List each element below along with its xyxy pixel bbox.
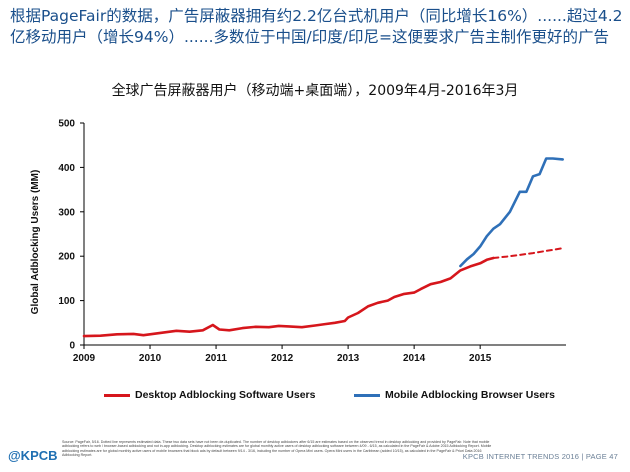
chart-series bbox=[82, 157, 565, 338]
legend-swatch-mobile bbox=[354, 393, 380, 397]
legend-label-mobile: Mobile Adblocking Browser Users bbox=[385, 389, 555, 401]
y-tick-label: 200 bbox=[58, 252, 75, 263]
series-line-mobile bbox=[459, 157, 565, 268]
y-tick-label: 500 bbox=[58, 119, 75, 130]
y-tick-label: 0 bbox=[69, 341, 75, 352]
chart-title: 全球广告屏蔽器用户（移动端+桌面端），2009年4月-2016年3月 bbox=[111, 83, 519, 99]
y-tick-label: 300 bbox=[58, 207, 75, 218]
page-footer: KPCB INTERNET TRENDS 2016 | PAGE 47 bbox=[462, 452, 618, 461]
x-tick-label: 2014 bbox=[403, 353, 426, 364]
x-tick-label: 2009 bbox=[73, 353, 96, 364]
series-line-desktop bbox=[82, 256, 495, 338]
kpcb-logo: @KPCB bbox=[8, 448, 58, 463]
y-tick-label: 400 bbox=[58, 163, 75, 174]
x-tick-label: 2013 bbox=[337, 353, 360, 364]
source-note: Source: PageFair, 5/16. Dotted line repr… bbox=[62, 440, 492, 457]
y-axis-label: Global Adblocking Users (MM) bbox=[30, 170, 41, 315]
legend-label-desktop: Desktop Adblocking Software Users bbox=[135, 389, 316, 401]
x-tick-label: 2010 bbox=[139, 353, 162, 364]
legend-item-desktop: Desktop Adblocking Software Users bbox=[104, 389, 315, 401]
y-tick-label: 100 bbox=[58, 296, 75, 307]
series-line-desktop-estimate bbox=[492, 247, 564, 259]
x-tick-label: 2015 bbox=[469, 353, 492, 364]
x-tick-label: 2011 bbox=[205, 353, 227, 364]
chart-axes: 0 100 200 300 400 500 2009 2010 2011 2012 2013 2014… bbox=[58, 119, 566, 364]
legend-item-mobile: Mobile Adblocking Browser Users bbox=[354, 389, 555, 401]
chart-legend: Desktop Adblocking Software Users Mobile… bbox=[0, 389, 630, 405]
legend-swatch-desktop bbox=[104, 393, 130, 397]
x-tick-label: 2012 bbox=[271, 353, 294, 364]
headline: 根据PageFair的数据，广告屏蔽器拥有约2.2亿台式机用户（同比增长16%）… bbox=[10, 7, 623, 46]
